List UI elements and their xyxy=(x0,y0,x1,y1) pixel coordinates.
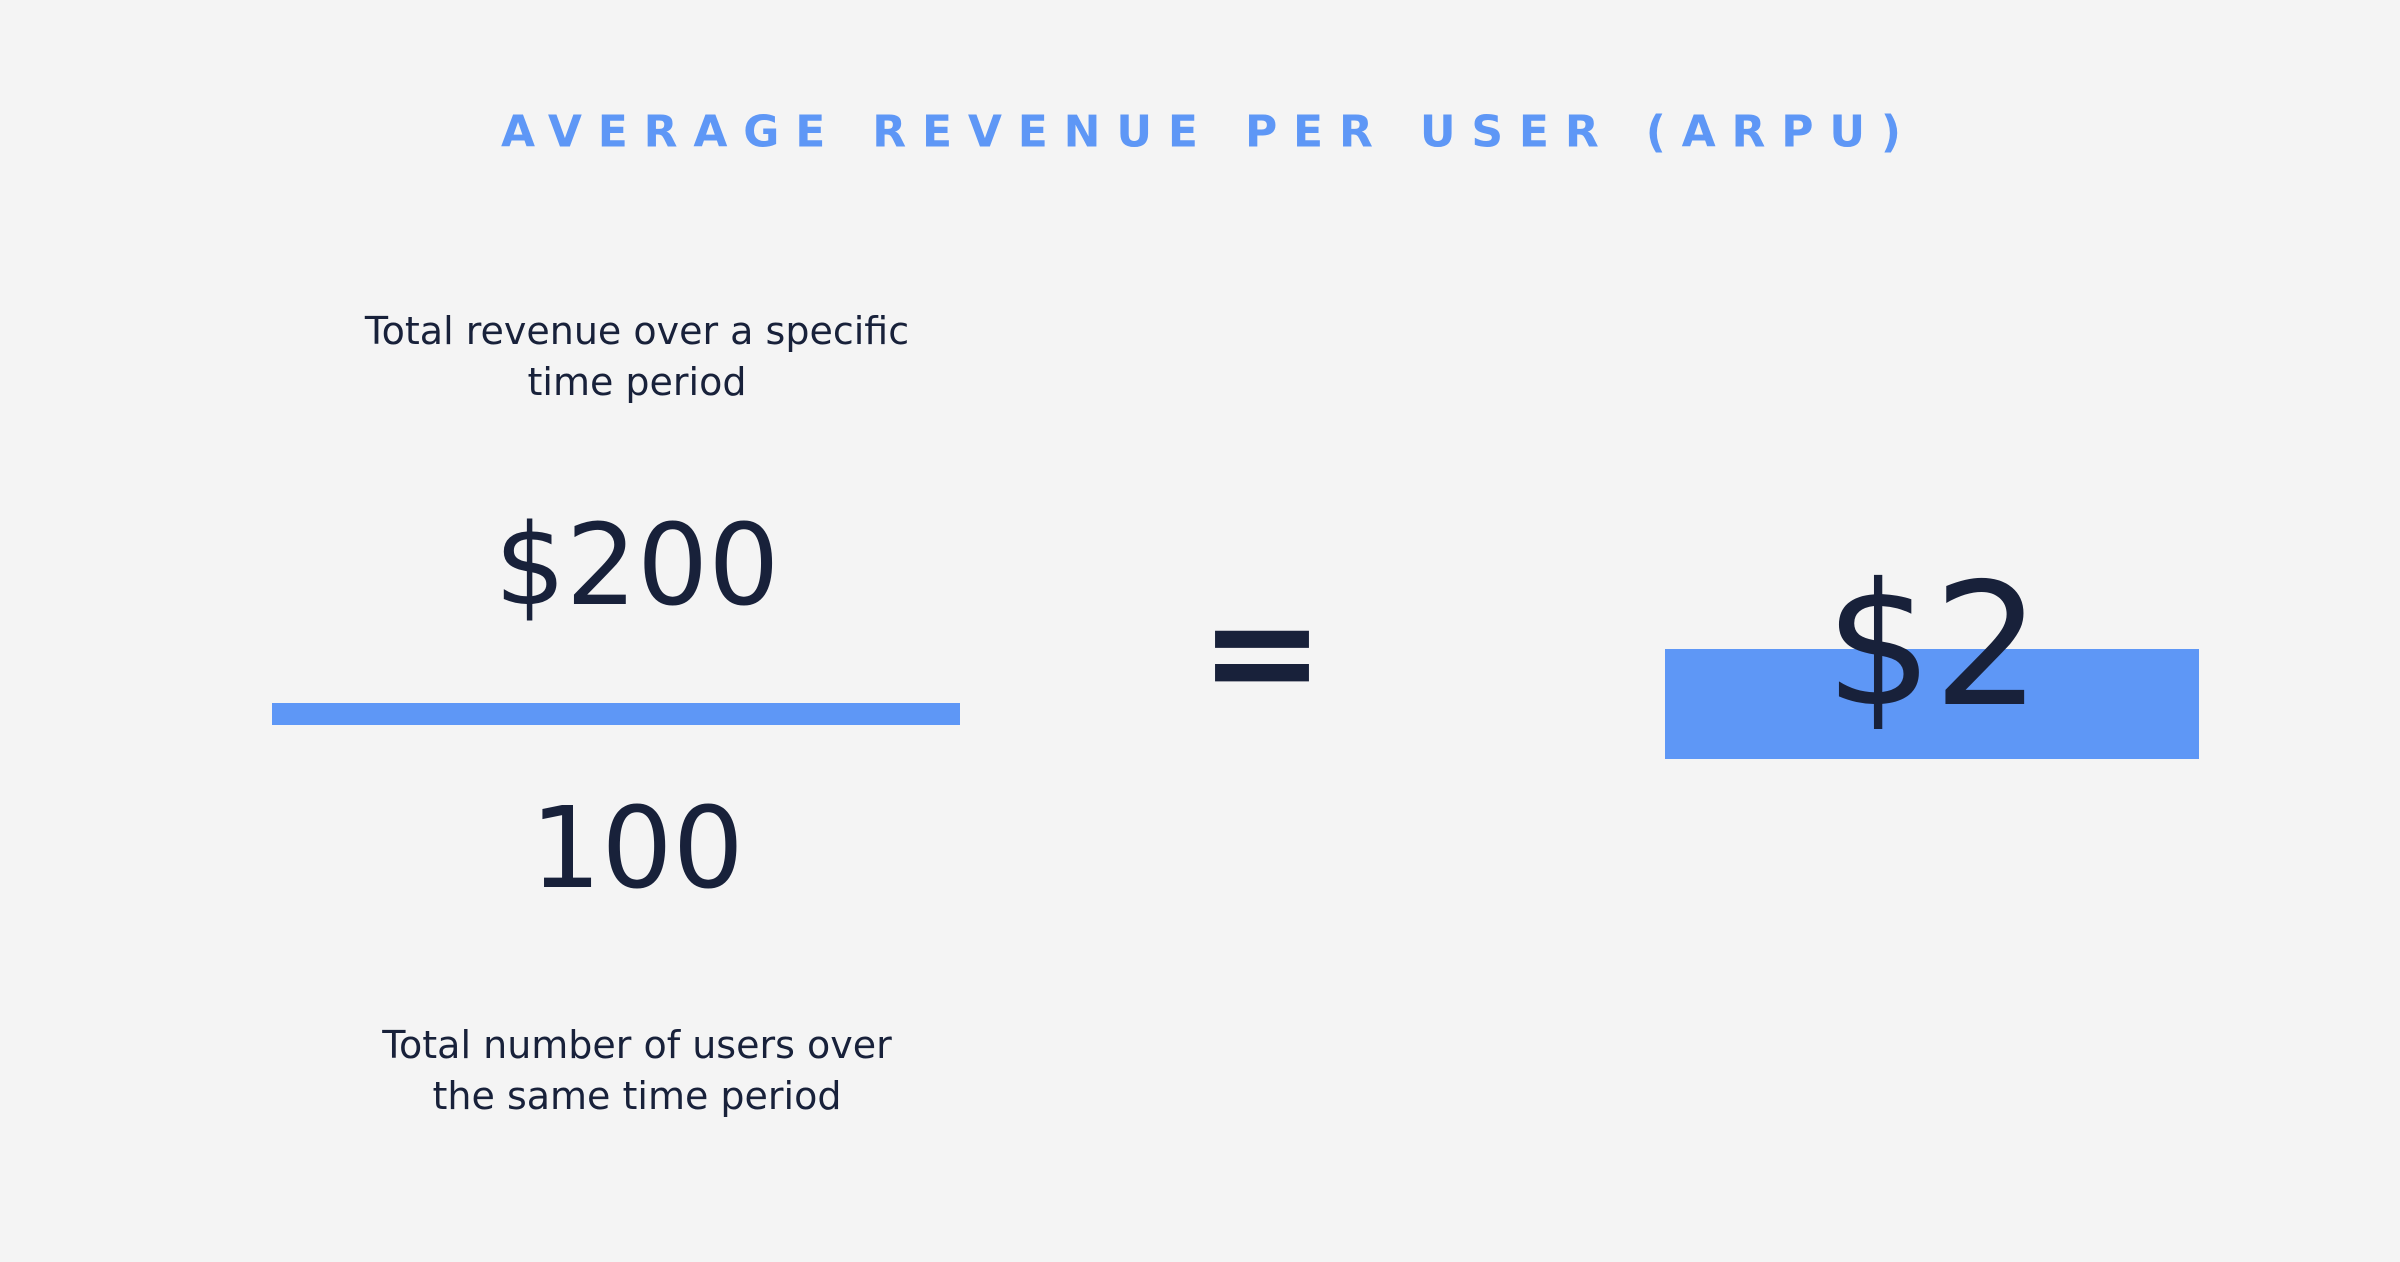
result-value: $2 xyxy=(1824,547,2042,745)
fraction-bar xyxy=(272,703,960,725)
denominator-label: Total number of users over the same time… xyxy=(382,1023,892,1118)
numerator-value: $200 xyxy=(494,501,780,631)
numerator-label: Total revenue over a specific time perio… xyxy=(364,309,910,404)
equals-sign: = xyxy=(1199,565,1325,739)
title: AVERAGE REVENUE PER USER (ARPU) xyxy=(500,106,1917,158)
result-highlight xyxy=(1665,649,2199,759)
denominator-value: 100 xyxy=(530,784,744,914)
